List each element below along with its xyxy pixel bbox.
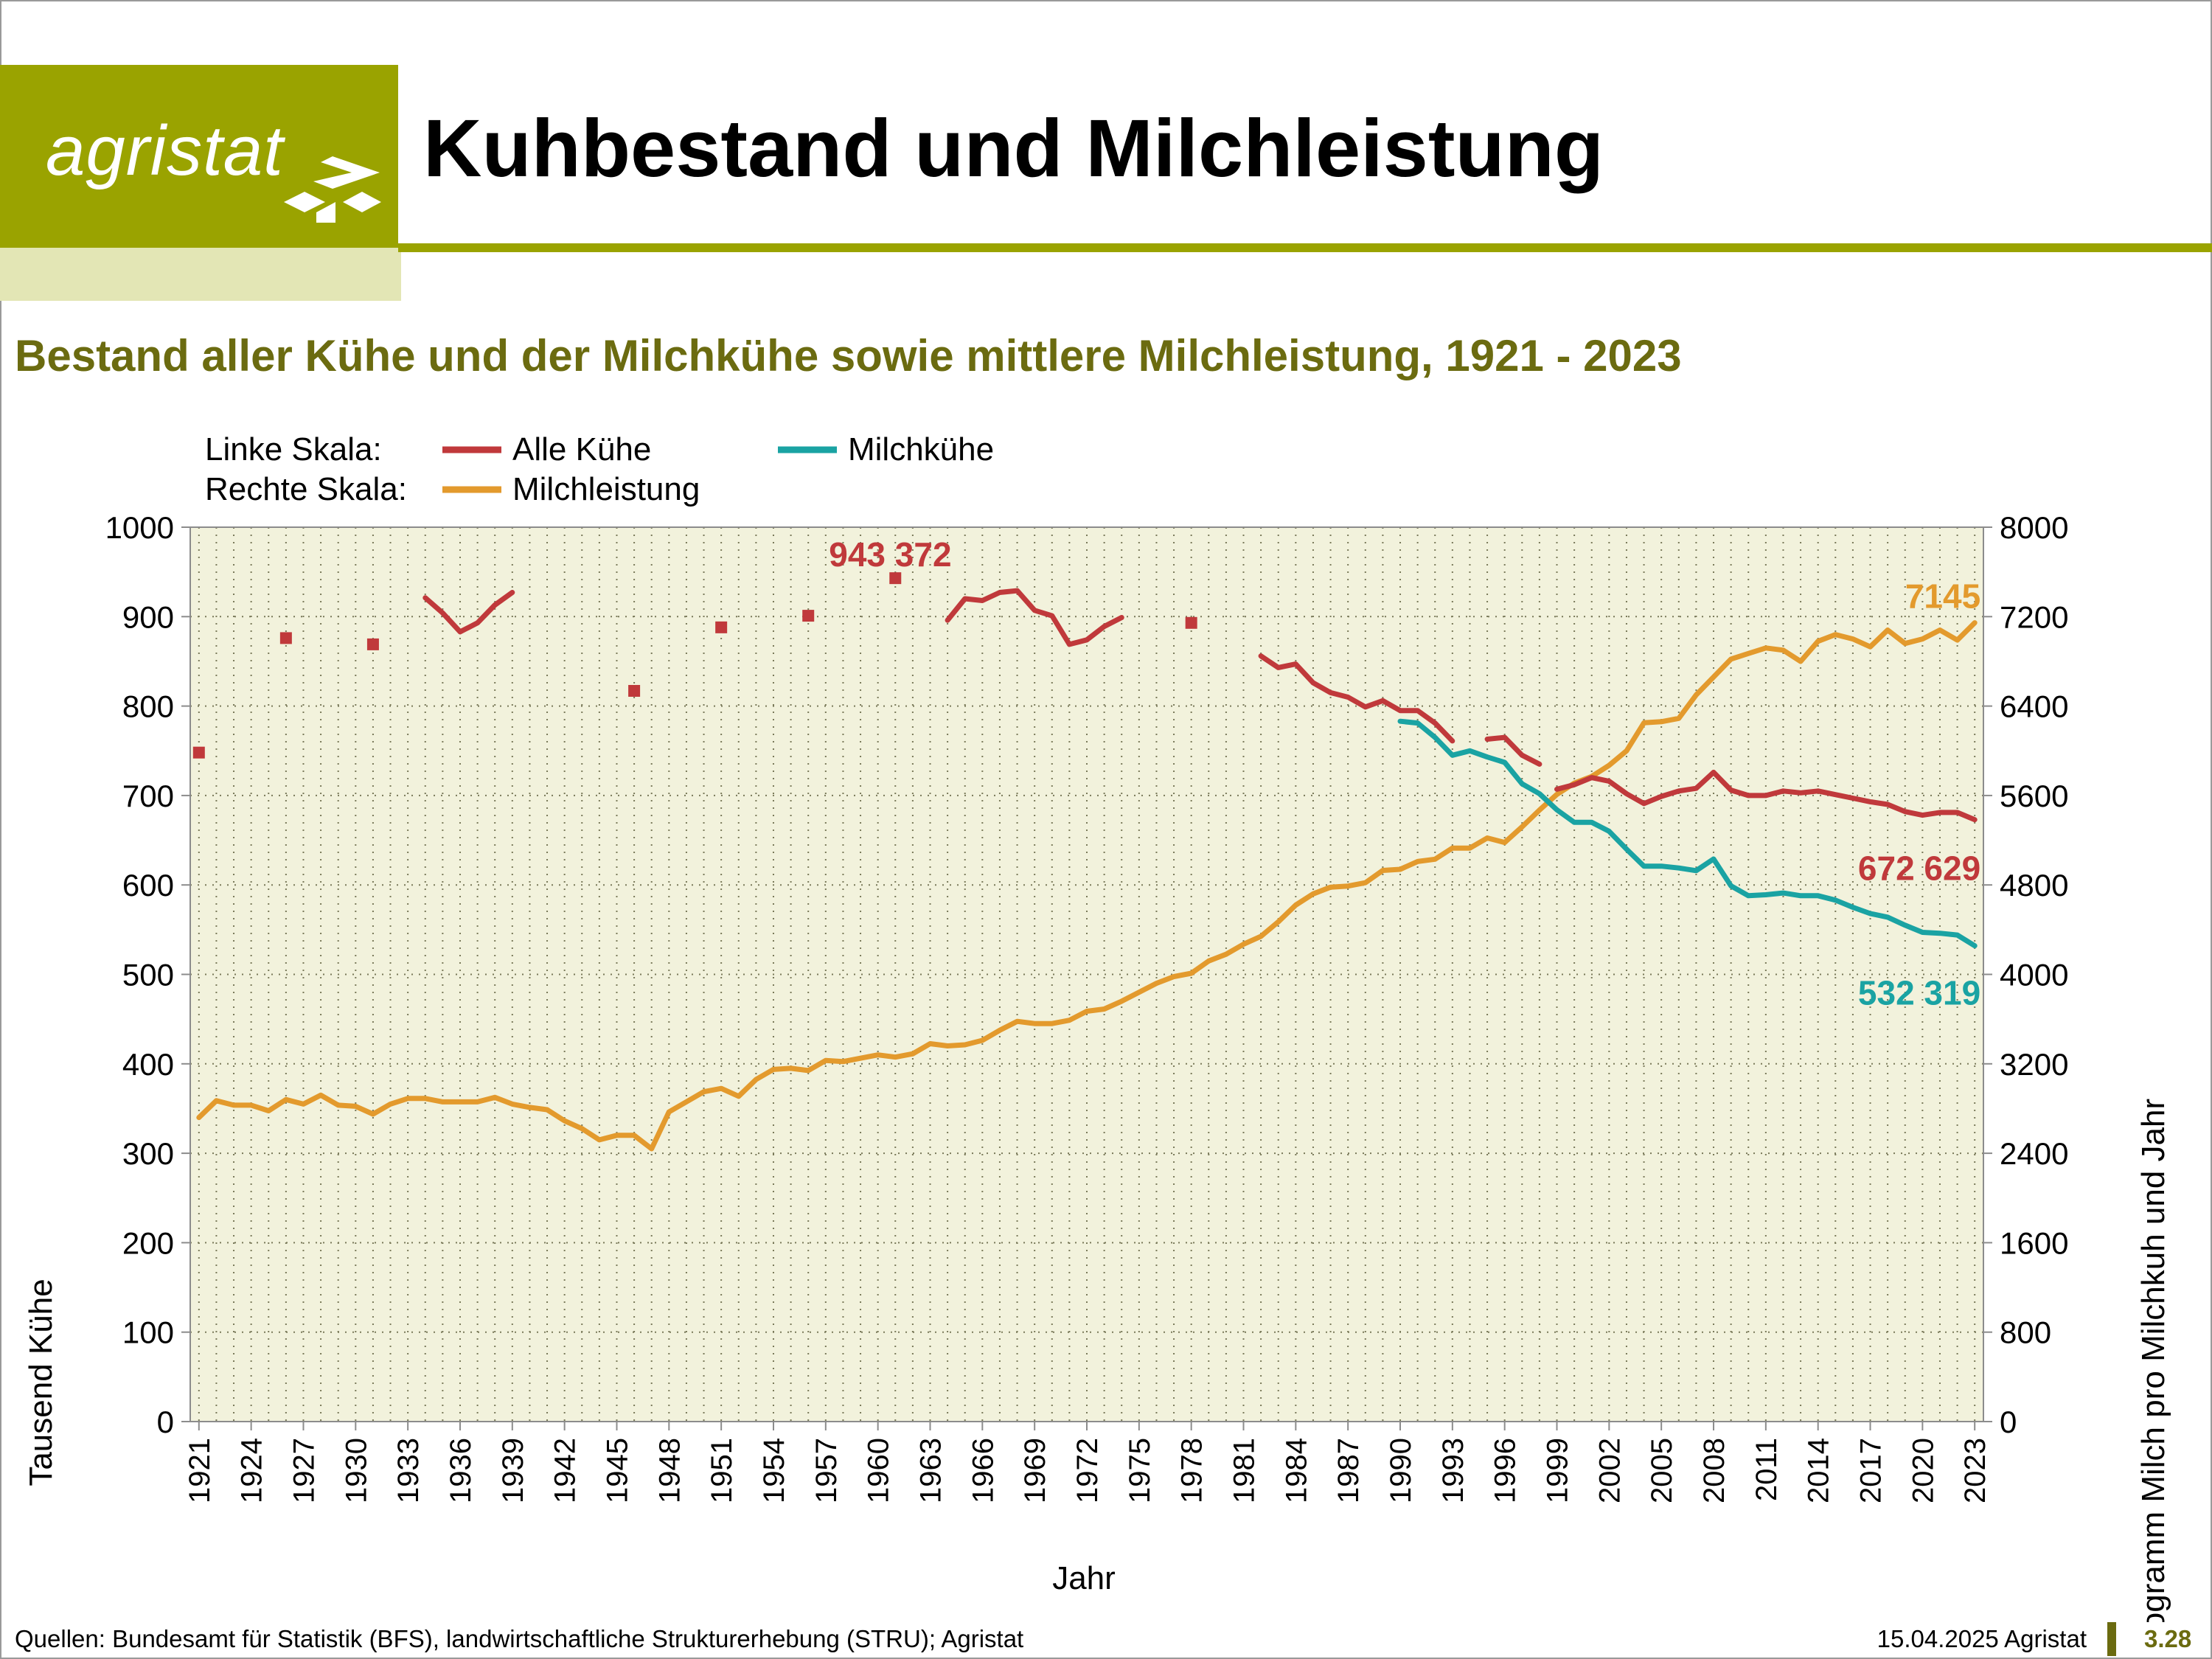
x-tick-label: 2023 <box>1959 1438 1992 1503</box>
x-tick-label: 1975 <box>1124 1438 1156 1503</box>
data-point-alle-kuehe <box>889 572 902 585</box>
agristat-logo-text: agristat <box>46 111 284 190</box>
x-tick-label: 1954 <box>758 1438 790 1503</box>
y-tick-label: 300 <box>122 1136 174 1171</box>
agristat-logo-icon <box>284 156 381 223</box>
y2-tick-label: 2400 <box>2000 1136 2068 1171</box>
chart: Linke Skala: Rechte Skala: Alle Kühe Milc… <box>23 431 2171 1622</box>
footer-date: 15.04.2025 Agristat <box>1877 1625 2087 1652</box>
x-tick-label: 2008 <box>1698 1438 1731 1503</box>
series-line-milchkuehe <box>1397 718 1978 949</box>
series-line-alle-kuehe <box>1484 734 1543 767</box>
legend-label-alle-kuehe: Alle Kühe <box>512 431 651 467</box>
data-label: 672 629 <box>1858 849 1980 888</box>
data-label: 532 319 <box>1858 974 1980 1012</box>
x-tick-label: 2017 <box>1855 1438 1888 1503</box>
x-tick-label: 1972 <box>1071 1438 1104 1503</box>
data-point-alle-kuehe <box>366 638 379 650</box>
x-tick-label: 1993 <box>1437 1438 1470 1503</box>
data-label: 943 372 <box>829 535 951 574</box>
x-tick-label: 1927 <box>288 1438 320 1503</box>
legend-left-scale-label: Linke Skala: <box>205 431 382 467</box>
x-tick-label: 2011 <box>1750 1438 1783 1501</box>
y2-tick-label: 4800 <box>2000 868 2068 902</box>
x-tick-label: 1999 <box>1542 1438 1574 1503</box>
chart-legend: Linke Skala: Rechte Skala: Alle Kühe Milc… <box>205 431 994 507</box>
x-tick-label: 1948 <box>653 1438 686 1503</box>
x-tick-label: 1921 <box>184 1438 216 1503</box>
y2-tick-label: 5600 <box>2000 779 2068 813</box>
x-tick-label: 2005 <box>1646 1438 1678 1503</box>
y2-tick-label: 3200 <box>2000 1047 2068 1082</box>
series-line-milchleistung <box>196 620 1978 1152</box>
x-tick-label: 1996 <box>1489 1438 1522 1503</box>
y-axis-title: Tausend Kühe <box>23 1279 59 1486</box>
y2-tick-label: 4000 <box>2000 958 2068 992</box>
x-tick-label: 1963 <box>914 1438 947 1503</box>
logo-strip <box>0 248 401 301</box>
series-line-alle-kuehe <box>1258 653 1455 744</box>
title-rule <box>398 243 2212 252</box>
data-point-alle-kuehe <box>628 684 641 697</box>
y-tick-label: 900 <box>122 599 174 634</box>
y2-tick-label: 1600 <box>2000 1225 2068 1260</box>
data-point-alle-kuehe <box>192 746 205 759</box>
x-tick-label: 2014 <box>1803 1438 1835 1503</box>
x-tick-label: 1978 <box>1176 1438 1208 1503</box>
data-point-alle-kuehe <box>1185 616 1197 629</box>
x-tick-label: 1957 <box>810 1438 843 1503</box>
y-tick-label: 200 <box>122 1225 174 1260</box>
y-tick-label: 0 <box>157 1405 174 1439</box>
y2-tick-label: 6400 <box>2000 689 2068 724</box>
x-tick-label: 1987 <box>1332 1438 1365 1503</box>
x-tick-label: 1939 <box>497 1438 529 1503</box>
y2-tick-label: 8000 <box>2000 510 2068 545</box>
legend-label-milchkuehe: Milchkühe <box>848 431 994 467</box>
x-tick-label: 1936 <box>445 1438 477 1503</box>
plot-area: 0 100 200 300 400 500 600 700 800 900 1000 0 800 1600… <box>105 510 2069 1503</box>
x-tick-label: 1930 <box>340 1438 372 1503</box>
y-tick-label: 100 <box>122 1315 174 1350</box>
y-tick-label: 700 <box>122 779 174 813</box>
data-point-alle-kuehe <box>802 610 815 622</box>
data-point-alle-kuehe <box>715 621 728 633</box>
y-tick-label: 600 <box>122 868 174 902</box>
series-line-alle-kuehe <box>1554 769 1978 823</box>
x-tick-label: 1945 <box>601 1438 633 1503</box>
legend-right-scale-label: Rechte Skala: <box>205 471 407 507</box>
x-tick-label: 1966 <box>967 1438 999 1503</box>
page-title: Kuhbestand und Milchleistung <box>423 103 1604 194</box>
y-tick-label: 1000 <box>105 510 174 545</box>
x-tick-label: 1924 <box>236 1438 268 1503</box>
x-tick-label: 1969 <box>1019 1438 1051 1503</box>
data-label: 7145 <box>1905 577 1980 616</box>
x-tick-label: 1984 <box>1280 1438 1312 1503</box>
y-tick-label: 500 <box>122 958 174 992</box>
series-line-alle-kuehe <box>945 588 1124 647</box>
y2-axis-title: Kilogramm Milch pro Milchkuh und Jahr <box>2135 1099 2171 1622</box>
y-tick-label: 800 <box>122 689 174 724</box>
x-axis-title: Jahr <box>1052 1560 1116 1596</box>
x-tick-label: 2020 <box>1907 1438 1939 1503</box>
data-point-alle-kuehe <box>279 632 292 644</box>
legend-label-milchleistung: Milchleistung <box>512 471 700 507</box>
y2-tick-label: 800 <box>2000 1315 2051 1350</box>
chart-subtitle: Bestand aller Kühe und der Milchkühe sow… <box>15 331 1682 380</box>
series-line-alle-kuehe <box>422 590 515 635</box>
y2-tick-label: 7200 <box>2000 599 2068 634</box>
y2-tick-label: 0 <box>2000 1405 2017 1439</box>
x-tick-label: 1942 <box>549 1438 582 1503</box>
footer-sources: Quellen: Bundesamt für Statistik (BFS), … <box>15 1625 1024 1652</box>
footer-divider <box>2107 1622 2116 1656</box>
page-number: 3.28 <box>2144 1625 2192 1652</box>
x-tick-label: 1933 <box>392 1438 425 1503</box>
x-tick-label: 1951 <box>706 1438 738 1503</box>
x-tick-label: 2002 <box>1593 1438 1626 1503</box>
x-tick-label: 1990 <box>1385 1438 1417 1503</box>
x-tick-label: 1981 <box>1228 1438 1261 1503</box>
x-tick-label: 1960 <box>863 1438 895 1503</box>
y-tick-label: 400 <box>122 1047 174 1082</box>
